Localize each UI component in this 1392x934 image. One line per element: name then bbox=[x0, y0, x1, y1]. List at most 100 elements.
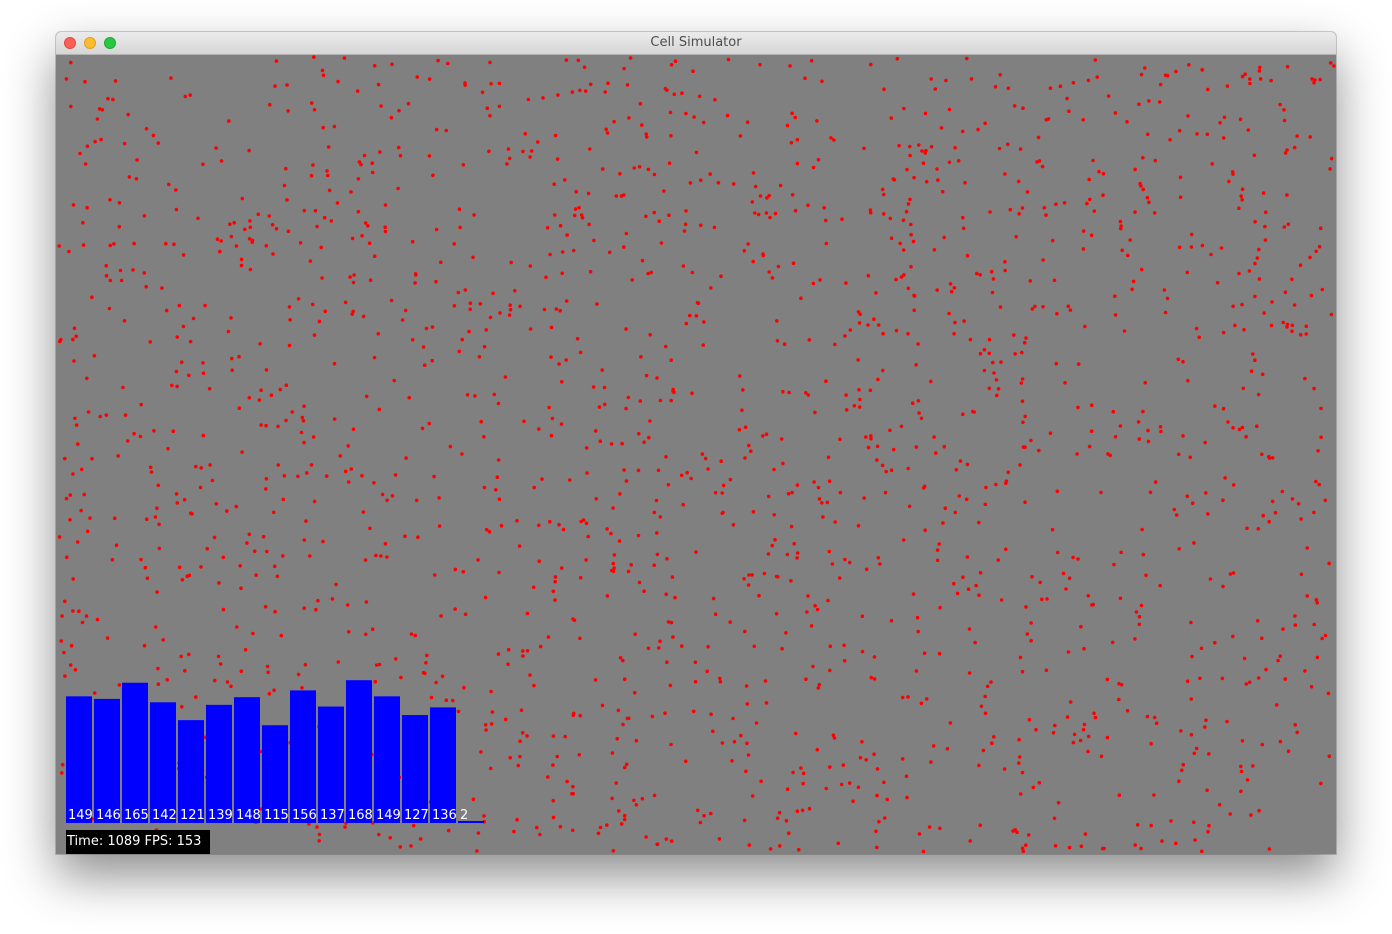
cell-dot bbox=[1082, 247, 1086, 251]
cell-dot bbox=[65, 77, 69, 81]
cell-dot bbox=[799, 296, 803, 300]
cell-dot bbox=[328, 189, 332, 193]
cell-dot bbox=[578, 637, 582, 641]
cell-dot bbox=[1179, 176, 1183, 180]
cell-dot bbox=[1186, 379, 1190, 383]
cell-dot bbox=[719, 680, 723, 684]
cell-dot bbox=[1072, 81, 1076, 85]
cell-dot bbox=[1237, 272, 1241, 276]
cell-dot bbox=[303, 209, 307, 213]
cell-dot bbox=[1263, 225, 1267, 229]
histogram-bar-label: 115 bbox=[264, 808, 289, 823]
cell-dot bbox=[968, 627, 972, 631]
cell-dot bbox=[812, 166, 816, 170]
cell-dot bbox=[135, 158, 139, 162]
cell-dot bbox=[881, 188, 885, 192]
cell-dot bbox=[1305, 546, 1309, 550]
cell-dot bbox=[343, 825, 347, 829]
cell-dot bbox=[573, 619, 577, 623]
cell-dot bbox=[689, 181, 693, 185]
cell-dot bbox=[390, 116, 394, 120]
cell-dot bbox=[652, 211, 656, 215]
cell-dot bbox=[1267, 455, 1271, 459]
cell-dot bbox=[313, 333, 317, 337]
cell-dot bbox=[1090, 429, 1094, 433]
cell-dot bbox=[84, 162, 88, 166]
cell-dot bbox=[245, 541, 249, 545]
cell-dot bbox=[653, 794, 657, 798]
cell-dot bbox=[905, 210, 909, 214]
cell-dot bbox=[1024, 605, 1028, 609]
cell-dot bbox=[288, 344, 292, 348]
title-bar[interactable]: Cell Simulator bbox=[56, 32, 1336, 55]
cell-dot bbox=[684, 209, 688, 213]
cell-dot bbox=[1203, 725, 1207, 729]
cell-dot bbox=[1320, 637, 1324, 641]
cell-dot bbox=[1330, 313, 1334, 317]
cell-dot bbox=[627, 717, 631, 721]
cell-dot bbox=[557, 523, 561, 527]
cell-dot bbox=[1321, 288, 1325, 292]
cell-dot bbox=[873, 655, 877, 659]
cell-dot bbox=[1080, 844, 1084, 848]
cell-dot bbox=[71, 338, 75, 342]
cell-dot bbox=[473, 394, 477, 398]
cell-dot bbox=[1190, 233, 1194, 237]
cell-dot bbox=[908, 198, 912, 202]
cell-dot bbox=[1207, 752, 1211, 756]
cell-dot bbox=[1133, 637, 1137, 641]
cell-dot bbox=[1221, 585, 1225, 589]
cell-dot bbox=[152, 429, 156, 433]
cell-dot bbox=[73, 327, 77, 331]
cell-dot bbox=[276, 575, 280, 579]
cell-dot bbox=[972, 410, 976, 414]
histogram-bar-label: 139 bbox=[208, 808, 233, 823]
cell-dot bbox=[614, 781, 618, 785]
cell-dot bbox=[436, 59, 440, 63]
cell-dot bbox=[165, 309, 169, 313]
cell-dot bbox=[1088, 445, 1092, 449]
cell-dot bbox=[1186, 679, 1190, 683]
cell-dot bbox=[1261, 373, 1265, 377]
cell-dot bbox=[399, 676, 403, 680]
cell-dot bbox=[644, 132, 648, 136]
cell-dot bbox=[796, 162, 800, 166]
cell-dot bbox=[1251, 352, 1255, 356]
histogram-bar bbox=[150, 702, 176, 823]
cell-dot bbox=[664, 345, 668, 349]
cell-dot bbox=[1169, 819, 1173, 823]
cell-dot bbox=[861, 650, 865, 654]
cell-dot bbox=[571, 829, 575, 833]
cell-dot bbox=[186, 574, 190, 578]
cell-dot bbox=[431, 325, 435, 329]
cell-dot bbox=[316, 599, 320, 603]
cell-dot bbox=[61, 763, 65, 767]
cell-dot bbox=[362, 315, 366, 319]
histogram-bar-label: 127 bbox=[404, 808, 429, 823]
cell-dot bbox=[553, 213, 557, 217]
cell-dot bbox=[645, 374, 649, 378]
cell-dot bbox=[1038, 781, 1042, 785]
cell-dot bbox=[1020, 381, 1024, 385]
cell-dot bbox=[1248, 269, 1252, 273]
cell-dot bbox=[671, 635, 675, 639]
simulation-canvas[interactable]: 149 146 165 142 121 139 148 115 156 137 168 149 127 1… bbox=[56, 55, 1336, 854]
cell-dot bbox=[966, 555, 970, 559]
cell-dot bbox=[115, 543, 119, 547]
cell-dot bbox=[1221, 677, 1225, 681]
cell-dot bbox=[248, 219, 252, 223]
cell-dot bbox=[977, 521, 981, 525]
cell-dot bbox=[619, 656, 623, 660]
cell-dot bbox=[906, 695, 910, 699]
cell-dot bbox=[161, 638, 165, 642]
cell-dot bbox=[368, 527, 372, 531]
cell-dot bbox=[346, 444, 350, 448]
cell-dot bbox=[639, 102, 643, 106]
cell-dot bbox=[967, 587, 971, 591]
cell-dot bbox=[745, 684, 749, 688]
cell-dot bbox=[437, 496, 441, 500]
cell-dot bbox=[802, 772, 806, 776]
cell-dot bbox=[365, 395, 369, 399]
cell-dot bbox=[416, 535, 420, 539]
cell-dot bbox=[183, 669, 187, 673]
